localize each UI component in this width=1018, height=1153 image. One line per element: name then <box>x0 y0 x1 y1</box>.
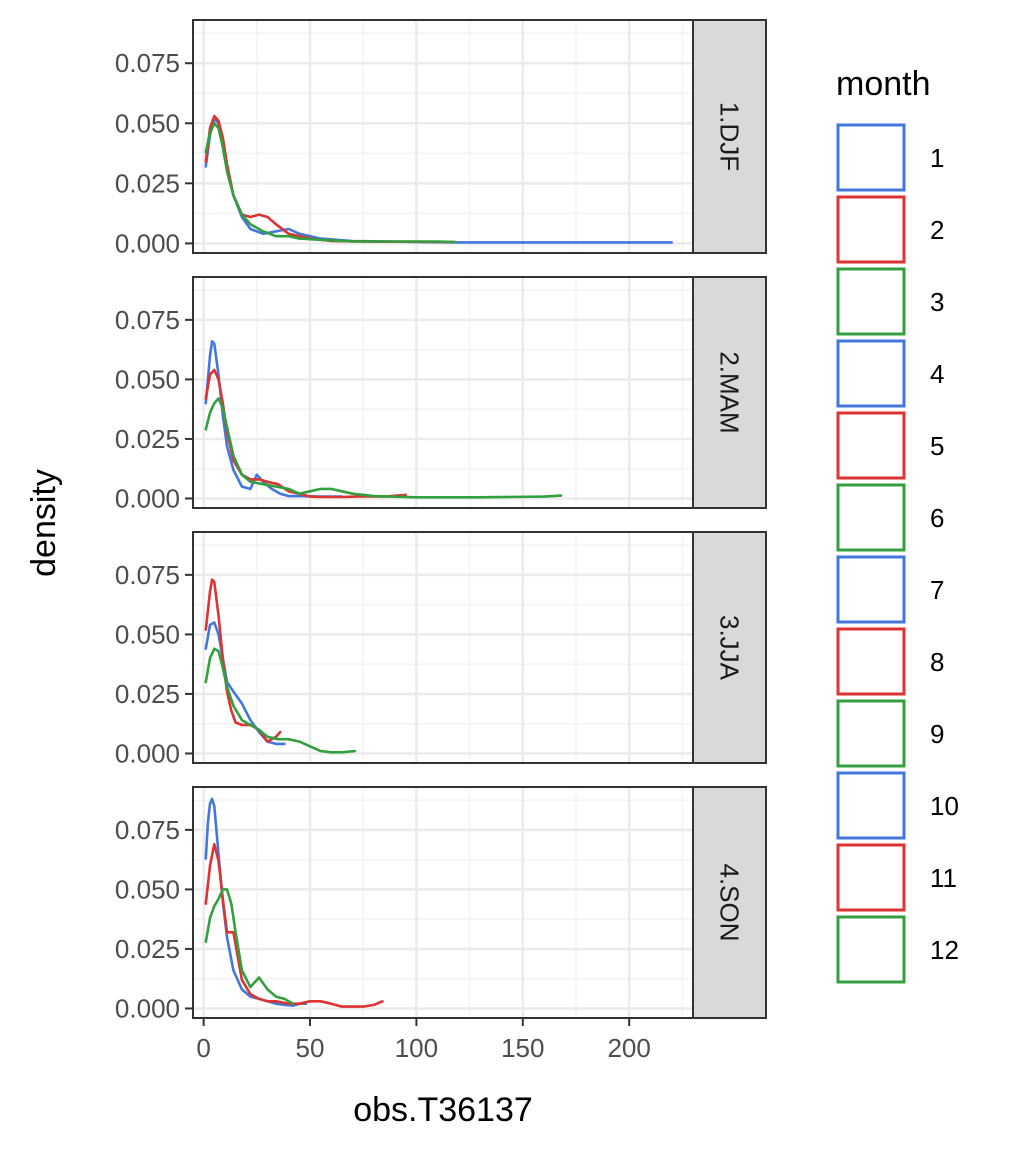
x-tick-label: 0 <box>196 1033 210 1063</box>
density-line-series-3 <box>204 888 295 1005</box>
y-tick-label: 0.075 <box>115 560 180 590</box>
legend-label: 2 <box>930 215 944 245</box>
legend-label: 12 <box>930 935 959 965</box>
legend-key <box>836 915 906 984</box>
y-tick-label: 0.025 <box>115 679 180 709</box>
legend-label: 6 <box>930 503 944 533</box>
legend-item-7: 7 <box>836 555 944 624</box>
y-tick-label: 0.025 <box>115 168 180 198</box>
y-tick-label: 0.050 <box>115 619 180 649</box>
legend-item-5: 5 <box>836 411 944 480</box>
legend-key <box>836 699 906 768</box>
facet-strip <box>692 786 767 1019</box>
panel-4.SON: 0.000 0.025 0.050 0.075 4.SON <box>115 786 767 1023</box>
legend-item-3: 3 <box>836 267 944 336</box>
legend-item-4: 4 <box>836 339 944 408</box>
facet-strip <box>692 19 767 254</box>
x-tick-label: 100 <box>395 1033 438 1063</box>
y-axis-title: density <box>25 469 63 577</box>
legend-key <box>836 339 906 408</box>
x-tick-label: 200 <box>607 1033 650 1063</box>
x-axis-title: obs.T36137 <box>353 1091 533 1129</box>
panel-background <box>193 532 693 763</box>
legend-item-10: 10 <box>836 771 959 840</box>
y-tick-label: 0.000 <box>115 993 180 1023</box>
facet-strip-label: 1.DJF <box>715 102 745 171</box>
legend-item-8: 8 <box>836 627 944 696</box>
density-line-series-1 <box>204 340 344 498</box>
density-line-series-2 <box>204 578 282 743</box>
panel-background <box>193 277 693 508</box>
density-line-series-3 <box>204 647 356 754</box>
y-tick-label: 0.000 <box>115 738 180 768</box>
legend-label: 4 <box>930 359 944 389</box>
density-line-series-2 <box>204 842 384 1008</box>
legend-item-6: 6 <box>836 483 944 552</box>
legend-label: 3 <box>930 287 944 317</box>
legend-key <box>836 483 906 552</box>
panel-background <box>193 20 693 253</box>
panel-2.MAM: 0.000 0.025 0.050 0.075 2.MAM <box>115 276 767 513</box>
y-tick-label: 0.075 <box>115 815 180 845</box>
legend-key <box>836 771 906 840</box>
legend-label: 8 <box>930 647 944 677</box>
density-line-series-3 <box>204 122 456 244</box>
legend-label: 5 <box>930 431 944 461</box>
y-tick-label: 0.075 <box>115 305 180 335</box>
y-tick-label: 0.050 <box>115 364 180 394</box>
facet-strip-label: 2.MAM <box>715 351 745 433</box>
facet-strip-label: 3.JJA <box>715 615 745 681</box>
x-axis: 0 50 100 150 200 <box>196 1018 651 1063</box>
y-tick-label: 0.025 <box>115 424 180 454</box>
density-line-series-3 <box>204 397 563 499</box>
legend-label: 9 <box>930 719 944 749</box>
legend-item-2: 2 <box>836 195 944 264</box>
legend-key <box>836 195 906 264</box>
legend-key <box>836 267 906 336</box>
density-line-series-2 <box>204 368 408 499</box>
y-tick-label: 0.000 <box>115 228 180 258</box>
panel-3.JJA: 0.000 0.025 0.050 0.075 3.JJA <box>115 531 767 768</box>
legend-label: 7 <box>930 575 944 605</box>
legend-key <box>836 123 906 192</box>
legend-item-1: 1 <box>836 123 944 192</box>
y-tick-label: 0.000 <box>115 483 180 513</box>
x-tick-label: 150 <box>501 1033 544 1063</box>
legend-key <box>836 555 906 624</box>
density-line-series-1 <box>204 797 308 1007</box>
legend-key <box>836 411 906 480</box>
y-tick-label: 0.025 <box>115 934 180 964</box>
facet-strip <box>692 531 767 764</box>
legend-label: 11 <box>930 863 957 893</box>
y-tick-label: 0.075 <box>115 48 180 78</box>
facet-strip <box>692 276 767 509</box>
legend-label: 10 <box>930 791 959 821</box>
legend-item-12: 12 <box>836 915 959 984</box>
legend-key <box>836 843 906 912</box>
panel-1.DJF: 0.000 0.025 0.050 0.075 1.DJF <box>115 19 767 258</box>
x-tick-label: 50 <box>296 1033 325 1063</box>
panel-background <box>193 787 693 1018</box>
y-tick-label: 0.050 <box>115 108 180 138</box>
legend-item-9: 9 <box>836 699 944 768</box>
panels-layer: 0.000 0.025 0.050 0.075 1.DJF 0.000 0.025 0.050… <box>115 19 767 1023</box>
legend-item-11: 11 <box>836 843 957 912</box>
legend-title: month <box>836 65 931 103</box>
legend-label: 1 <box>930 143 944 173</box>
y-tick-label: 0.050 <box>115 874 180 904</box>
facet-strip-label: 4.SON <box>715 863 745 941</box>
legend-key <box>836 627 906 696</box>
